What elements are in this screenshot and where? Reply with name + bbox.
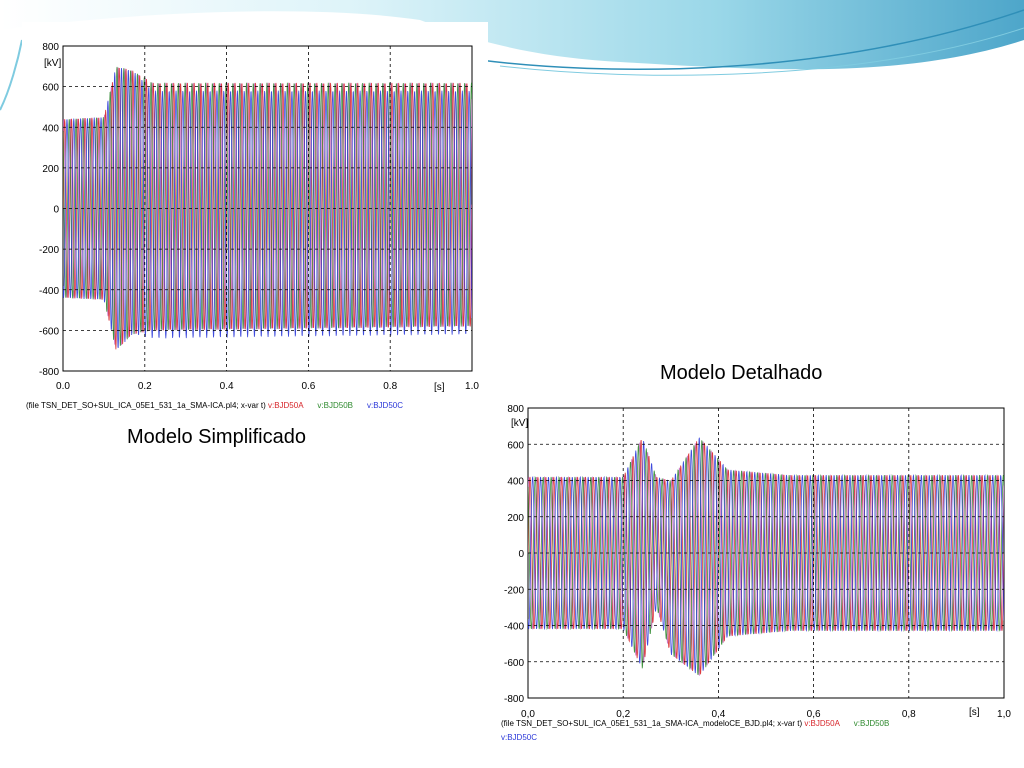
y-tick-label: 800 [42, 42, 59, 53]
x-tick-label: 0,6 [807, 709, 821, 720]
y-tick-label: -600 [39, 326, 59, 337]
waveform-group [63, 66, 472, 350]
y-tick-label: 600 [42, 83, 59, 94]
series-line-vbjd50b [63, 66, 472, 346]
y-tick-label: 800 [507, 404, 524, 415]
y-tick-label: -400 [504, 622, 524, 633]
chart-panel-detalhado: 800 600 400 200 0 -200 -400 -600 -800 0,0 0,2 0,4 0,… [487, 394, 1024, 746]
top-wave-line [479, 9, 1024, 71]
legend-entry: v:BJD50C [501, 733, 537, 742]
x-tick-label: 0.8 [383, 381, 397, 392]
chart-detalhado: 800 600 400 200 0 -200 -400 -600 -800 0,0 0,2 0,4 0,… [501, 404, 1011, 742]
caption-modelo-simplificado: Modelo Simplificado [127, 426, 306, 448]
y-axis-unit: [kV] [511, 418, 528, 429]
x-axis-unit: [s] [434, 382, 445, 393]
x-tick-label: 0,2 [616, 709, 630, 720]
y-tick-label: -800 [504, 694, 524, 705]
series-line-vbjd50b [528, 440, 1004, 675]
y-tick-label: -400 [39, 286, 59, 297]
left-wave-line [0, 39, 23, 111]
x-tick-label: 0,0 [521, 709, 535, 720]
y-tick-label: -800 [39, 367, 59, 378]
top-wave-banner [0, 0, 1024, 70]
legend-entry: v:BJD50B [854, 719, 890, 728]
x-tick-label: 0.2 [138, 381, 152, 392]
x-tick-label: 0.4 [220, 381, 234, 392]
x-tick-label: 0,8 [902, 709, 916, 720]
x-tick-label: 0.6 [301, 381, 315, 392]
y-tick-label: -200 [504, 585, 524, 596]
x-tick-label: 1.0 [465, 381, 479, 392]
x-tick-label: 0,4 [711, 709, 725, 720]
footer-legend: (file TSN_DET_SO+SUL_ICA_05E1_531_1a_SMA… [501, 719, 889, 728]
x-tick-label: 1,0 [997, 709, 1011, 720]
footer-file: (file TSN_DET_SO+SUL_ICA_05E1_531_1a_SMA… [501, 719, 804, 728]
series-line-vbjd50c [63, 67, 472, 349]
y-tick-label: 400 [507, 477, 524, 488]
y-axis-unit: [kV] [44, 58, 61, 69]
caption-modelo-detalhado: Modelo Detalhado [660, 362, 823, 384]
series-line-vbjd50a [63, 67, 472, 350]
footer-legend-line2: v:BJD50C [501, 733, 537, 742]
series-line-vbjd50c [528, 437, 1004, 674]
y-tick-label: 0 [53, 205, 59, 216]
y-tick-label: 400 [42, 123, 59, 134]
x-tick-label: 0.0 [56, 381, 70, 392]
legend-entry: v:BJD50A [804, 719, 840, 728]
chart-panel-simplificado: 800 600 400 200 0 -200 -400 -600 -800 0.0 0.2 0.4 0.… [22, 22, 488, 426]
chart-simplificado: 800 600 400 200 0 -200 -400 -600 -800 0.0 0.2 0.4 0.… [26, 42, 479, 410]
y-tick-label: 0 [518, 549, 524, 560]
y-tick-label: 200 [507, 513, 524, 524]
x-axis-unit: [s] [969, 707, 980, 718]
legend-entry: v:BJD50B [317, 401, 353, 410]
footer-legend: (file TSN_DET_SO+SUL_ICA_05E1_531_1a_SMA… [26, 401, 403, 410]
y-tick-label: 600 [507, 440, 524, 451]
legend-entry: v:BJD50A [268, 401, 304, 410]
legend-entry: v:BJD50C [367, 401, 403, 410]
y-tick-label: 200 [42, 164, 59, 175]
y-tick-label: -200 [39, 245, 59, 256]
y-tick-label: -600 [504, 658, 524, 669]
top-wave-line [499, 27, 1024, 76]
footer-file: (file TSN_DET_SO+SUL_ICA_05E1_531_1a_SMA… [26, 401, 268, 410]
